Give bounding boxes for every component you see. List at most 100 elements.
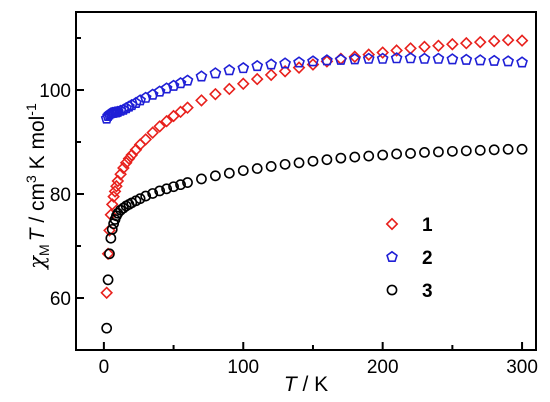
data-point-series-2: [376, 52, 389, 64]
data-point-series-3: [335, 152, 347, 164]
data-point-series-3: [377, 149, 389, 161]
data-point-series-2: [474, 54, 487, 66]
x-tick-label: 200: [367, 357, 399, 378]
data-point-series-2: [146, 88, 159, 100]
data-point-series-1: [404, 42, 417, 55]
series-2: [100, 52, 528, 124]
data-point-series-1: [110, 179, 123, 193]
data-point-series-1: [146, 126, 159, 139]
data-point-series-1: [362, 48, 376, 61]
data-point-series-3: [446, 145, 458, 157]
data-point-series-3: [175, 179, 186, 191]
data-point-series-3: [154, 185, 166, 197]
data-point-series-3: [474, 144, 486, 156]
data-point-series-2: [334, 53, 347, 65]
data-point-series-1: [376, 46, 389, 59]
data-point-series-2: [120, 102, 133, 114]
data-point-series-3: [293, 157, 305, 169]
y-tick-label: 100: [39, 81, 71, 102]
data-point-series-2: [390, 52, 403, 64]
data-point-series-2: [418, 52, 431, 64]
data-point-series-3: [279, 158, 291, 170]
data-point-series-2: [174, 77, 187, 89]
data-point-series-2: [153, 85, 166, 97]
data-point-series-3: [516, 143, 528, 155]
data-point-series-3: [182, 177, 193, 188]
data-point-series-3: [391, 148, 403, 160]
legend-marker-1: [385, 217, 399, 231]
data-point-series-1: [278, 64, 292, 78]
data-point-series-2: [123, 100, 135, 112]
data-point-series-3: [101, 322, 113, 334]
data-point-series-3: [161, 183, 173, 195]
x-tick-label: 0: [99, 357, 110, 378]
data-point-series-2: [432, 52, 445, 64]
data-point-series-3: [106, 223, 118, 235]
data-point-series-1: [105, 198, 119, 211]
data-point-series-1: [459, 36, 473, 50]
data-point-series-3: [307, 155, 319, 167]
data-point-series-2: [209, 67, 222, 79]
data-point-series-1: [119, 156, 133, 170]
data-point-series-1: [473, 35, 487, 49]
x-axis-label: T / K: [284, 373, 328, 396]
data-point-series-3: [140, 190, 152, 202]
data-point-series-1: [501, 33, 515, 47]
data-point-series-2: [130, 96, 142, 109]
data-point-series-3: [209, 170, 221, 182]
x-tick-label: 100: [227, 357, 259, 378]
data-point-series-2: [160, 82, 173, 94]
data-point-series-3: [196, 173, 207, 185]
data-point-series-2: [516, 56, 528, 68]
data-point-series-2: [348, 53, 361, 65]
data-point-series-2: [265, 58, 278, 70]
legend-label-3: 3: [422, 281, 433, 302]
data-point-series-1: [236, 77, 250, 91]
data-point-series-3: [237, 165, 249, 176]
data-point-series-3: [117, 202, 129, 214]
data-point-series-1: [418, 40, 431, 54]
data-point-series-3: [363, 150, 375, 162]
data-point-series-3: [223, 167, 235, 179]
data-point-series-1: [122, 152, 136, 165]
data-point-series-2: [279, 57, 291, 69]
data-point-series-1: [515, 34, 529, 47]
data-point-series-2: [362, 52, 375, 64]
series-3: [101, 143, 528, 334]
data-point-series-1: [108, 185, 122, 198]
x-tick-label: 300: [506, 357, 538, 378]
data-point-series-1: [264, 68, 278, 82]
data-point-series-3: [405, 148, 416, 159]
data-point-series-2: [404, 52, 417, 64]
data-point-series-1: [348, 50, 362, 64]
data-point-series-2: [167, 79, 180, 91]
data-point-series-3: [265, 161, 277, 172]
data-point-series-3: [321, 154, 333, 166]
data-point-series-1: [250, 72, 264, 86]
data-point-series-1: [195, 94, 208, 107]
legend-marker-3: [386, 284, 398, 296]
data-point-series-2: [251, 59, 264, 72]
data-point-series-2: [195, 70, 208, 82]
data-point-series-1: [320, 55, 334, 68]
data-point-series-1: [390, 44, 403, 57]
tick-labels: 0 100 200 300 60 80 100: [39, 81, 538, 378]
y-axis-label: χMT / cm3 K mol-1: [23, 103, 52, 271]
legend-label-1: 1: [422, 215, 433, 236]
series-1: [100, 33, 529, 300]
data-point-series-3: [488, 144, 500, 156]
y-tick-label: 80: [50, 185, 71, 206]
legend-marker-2: [386, 250, 398, 263]
data-point-series-3: [251, 163, 263, 174]
plot-frame: [75, 11, 537, 351]
data-point-series-2: [488, 54, 501, 66]
data-point-series-1: [153, 120, 166, 133]
legend: 1 2 3: [385, 215, 433, 302]
data-point-series-2: [237, 61, 250, 74]
data-point-series-1: [446, 37, 459, 51]
legend-label-2: 2: [422, 248, 433, 269]
data-point-series-1: [139, 133, 153, 146]
axis-ticks: [76, 37, 524, 350]
data-point-series-2: [223, 64, 236, 76]
data-point-series-2: [502, 55, 515, 67]
